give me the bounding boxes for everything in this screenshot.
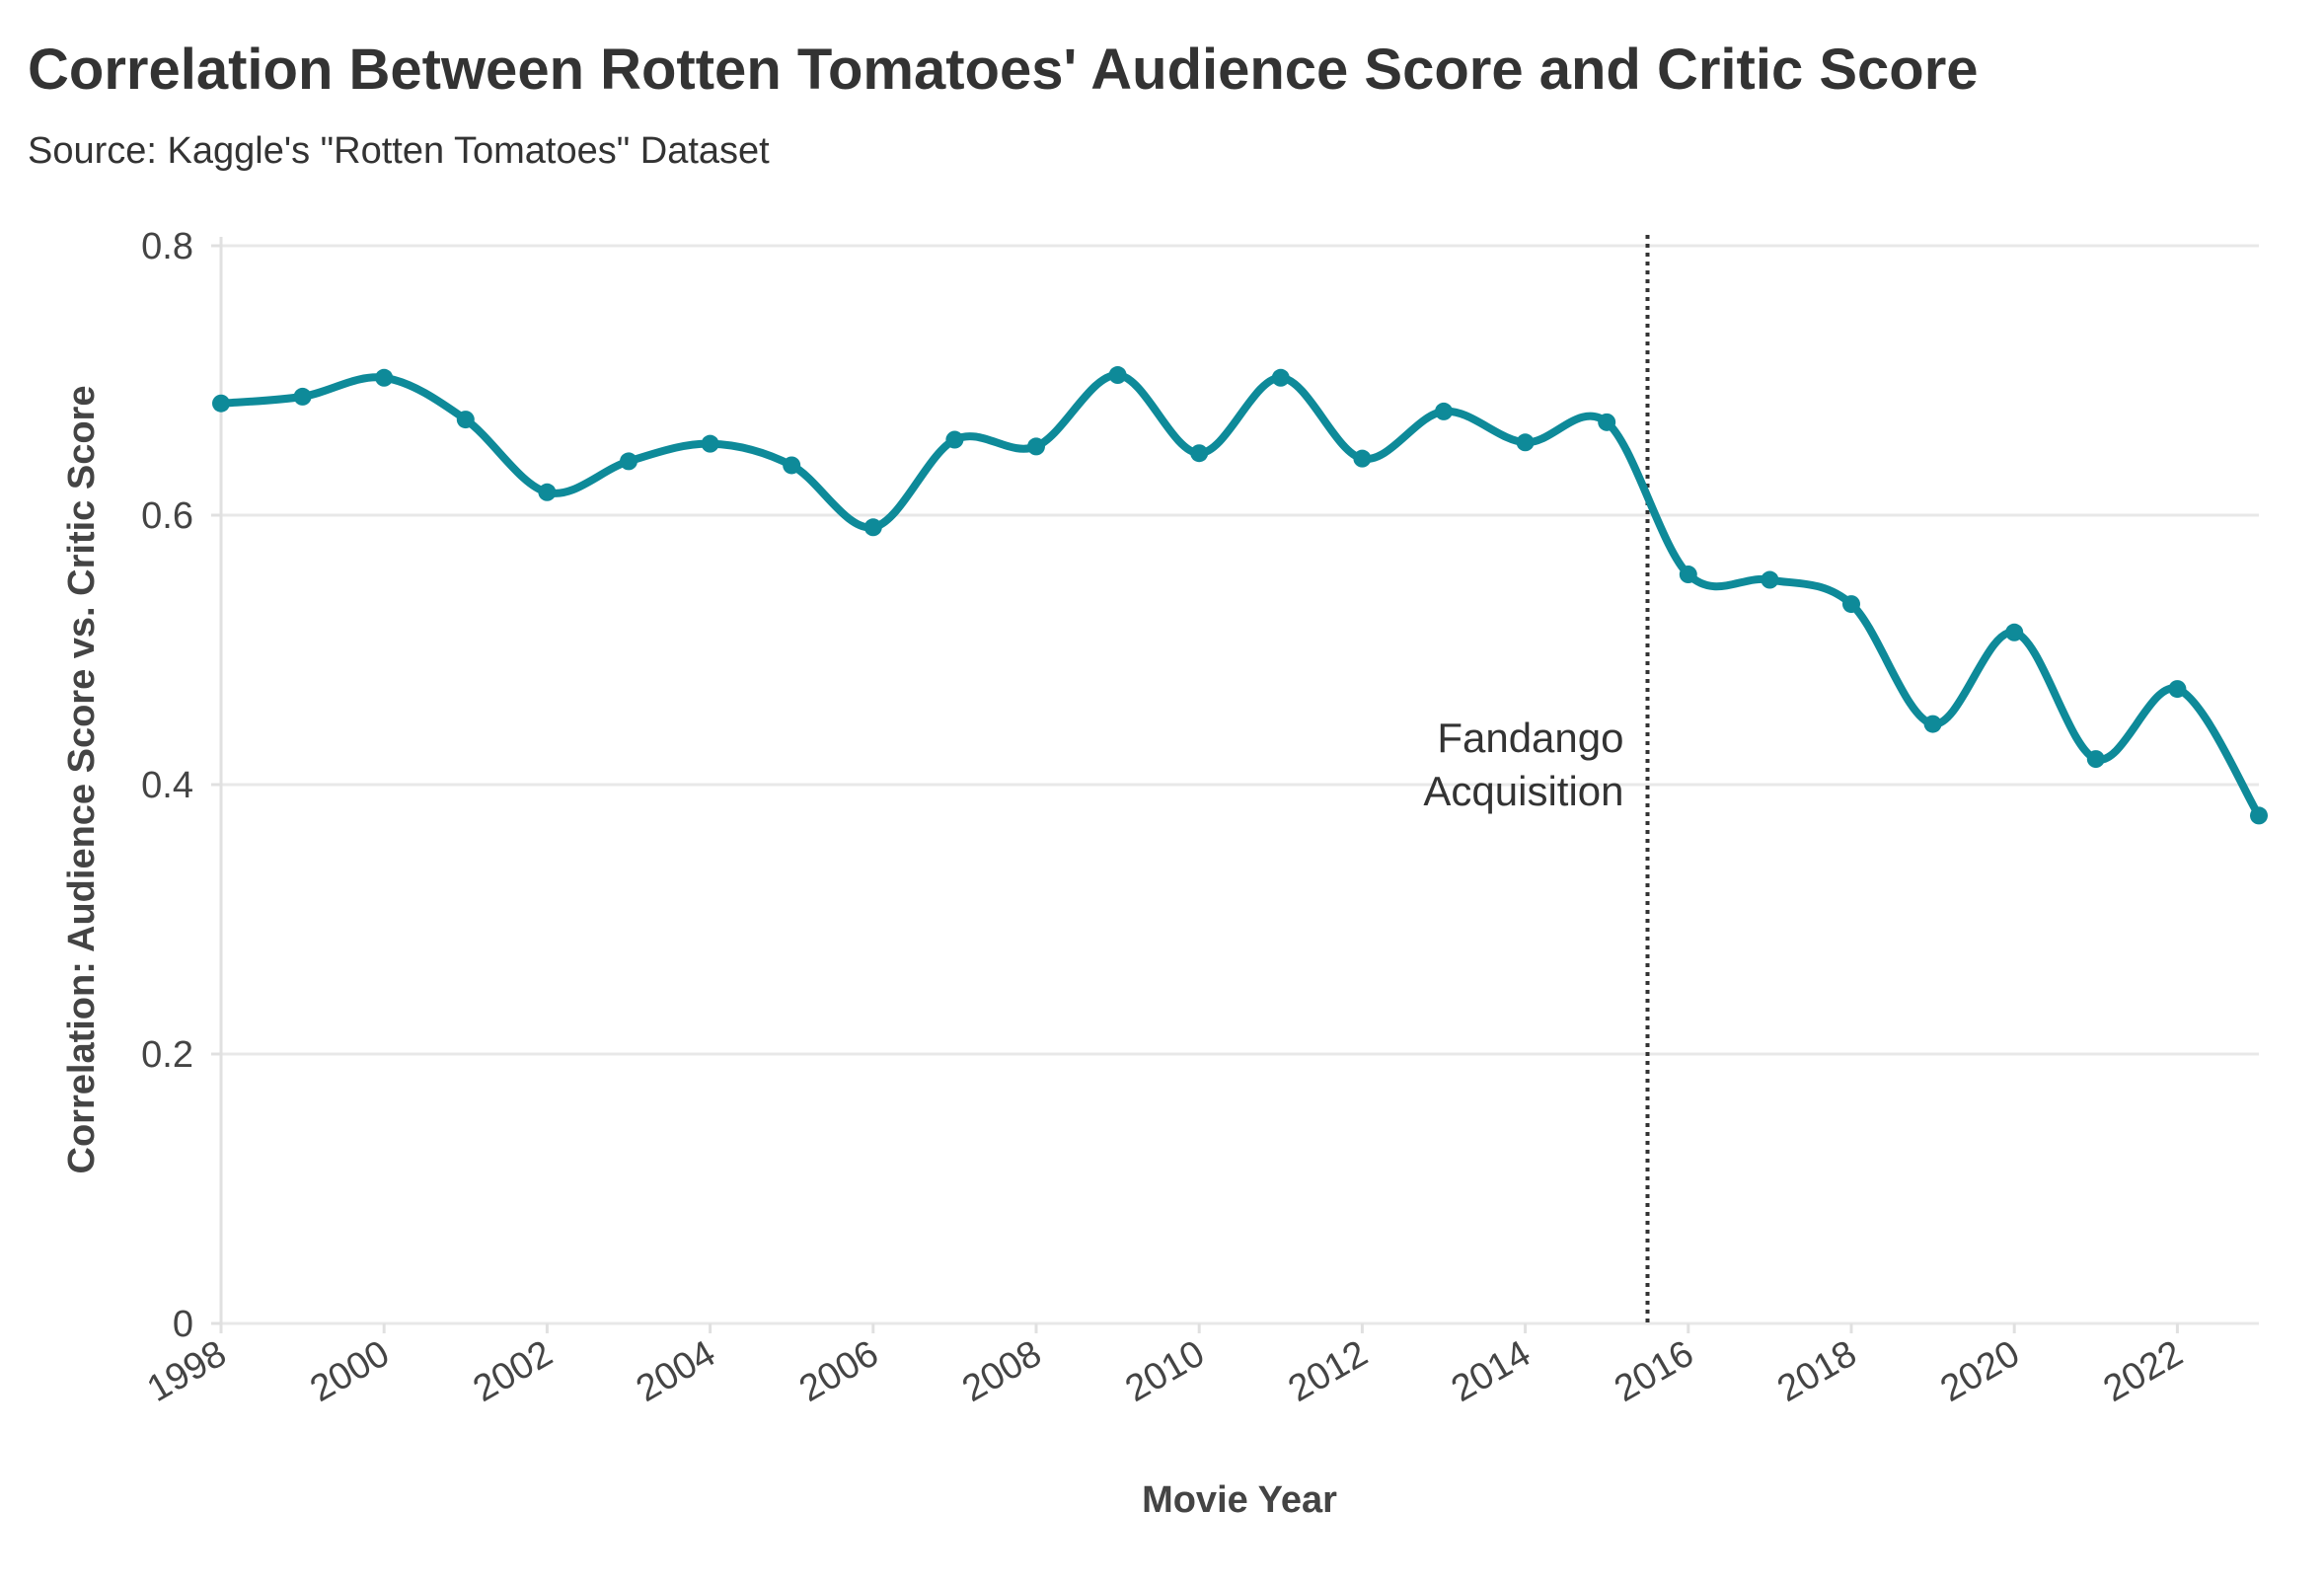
- data-point: [2005, 623, 2024, 641]
- chart-subtitle: Source: Kaggle's "Rotten Tomatoes" Datas…: [28, 130, 770, 172]
- x-tick-label: 2022: [2097, 1332, 2190, 1410]
- data-point: [1679, 566, 1697, 584]
- x-tick-label: 2006: [792, 1332, 885, 1410]
- data-point: [212, 394, 230, 413]
- data-point: [2168, 680, 2187, 699]
- y-tick-label: 0.6: [141, 495, 193, 537]
- x-tick-label: 2018: [1770, 1332, 1863, 1410]
- data-point: [1842, 595, 1860, 614]
- data-point: [1190, 444, 1209, 463]
- data-point: [1271, 368, 1290, 387]
- x-tick-label: 2002: [467, 1332, 560, 1410]
- y-tick-label: 0.2: [141, 1034, 193, 1076]
- data-point: [1923, 715, 1942, 733]
- x-axis-ticks: 1998 2000 2002 2004 2006 2008 2010 2012 2014 2016…: [140, 1323, 2190, 1410]
- x-tick-label: 2014: [1445, 1332, 1537, 1410]
- chart-title: Correlation Between Rotten Tomatoes' Aud…: [28, 38, 1979, 102]
- data-point: [783, 456, 801, 475]
- data-points: [212, 366, 2268, 825]
- gridlines: [211, 244, 2259, 1325]
- data-point: [375, 368, 394, 387]
- x-tick-label: 2016: [1608, 1332, 1700, 1410]
- annotation-line-1: Fandango: [1437, 715, 1623, 761]
- data-point: [620, 452, 637, 471]
- data-point: [945, 430, 964, 449]
- data-point: [293, 387, 312, 406]
- annotation-line-2: Acquisition: [1423, 768, 1623, 814]
- series-line: [220, 371, 2263, 818]
- x-tick-label: 2004: [630, 1332, 722, 1410]
- y-tick-label: 0.4: [141, 765, 193, 806]
- x-tick-label: 2010: [1118, 1332, 1211, 1410]
- data-point: [1353, 449, 1372, 468]
- data-point: [2086, 750, 2105, 769]
- x-tick-label: 2020: [1933, 1332, 2026, 1410]
- data-point: [538, 483, 557, 501]
- data-point: [1108, 366, 1127, 385]
- x-tick-label: 2012: [1282, 1332, 1375, 1410]
- y-axis-label: Correlation: Audience Score vs. Critic S…: [61, 386, 103, 1174]
- data-point: [1598, 413, 1616, 431]
- data-point: [1435, 402, 1453, 420]
- data-point: [701, 434, 719, 453]
- data-point: [456, 411, 475, 429]
- y-tick-label: 0: [173, 1304, 193, 1345]
- data-point: [1516, 433, 1535, 452]
- y-axis-ticks: 0 0.2 0.4 0.6 0.8: [141, 226, 193, 1345]
- y-tick-label: 0.8: [141, 226, 193, 267]
- x-axis-label: Movie Year: [1142, 1479, 1337, 1521]
- data-point: [2250, 806, 2268, 825]
- data-point: [1027, 437, 1045, 456]
- x-tick-label: 2008: [955, 1332, 1048, 1410]
- data-point: [1761, 570, 1779, 589]
- data-point: [863, 518, 882, 537]
- x-tick-label: 2000: [303, 1332, 396, 1410]
